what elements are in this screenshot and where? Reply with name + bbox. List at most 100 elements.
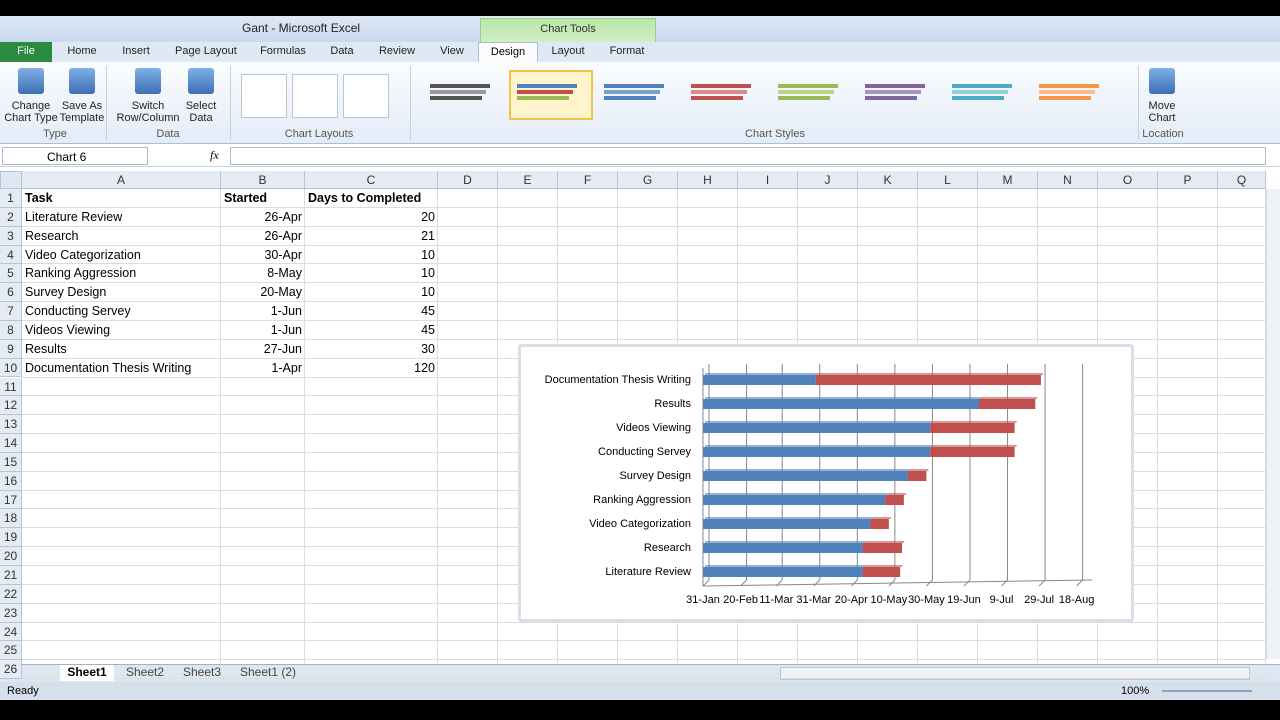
button-label[interactable]: Change bbox=[11, 100, 51, 112]
style-bar bbox=[1039, 96, 1091, 100]
context-label: Chart Tools bbox=[540, 23, 596, 35]
gridline-h bbox=[22, 244, 1266, 246]
horizontal-scrollbar[interactable] bbox=[780, 667, 1250, 680]
cell: 45 bbox=[421, 304, 435, 319]
button-icon[interactable] bbox=[69, 68, 95, 94]
group-separator bbox=[106, 66, 107, 140]
bar-segment bbox=[703, 543, 863, 553]
ribbon-tab[interactable]: Design bbox=[478, 42, 538, 62]
ribbon-tab[interactable]: Page Layout bbox=[175, 45, 237, 57]
button-label[interactable]: Chart bbox=[1148, 112, 1176, 124]
row-header: 3 bbox=[0, 226, 22, 246]
y-tick-label: Survey Design bbox=[619, 470, 691, 482]
gridline-h bbox=[22, 225, 1266, 227]
cell: 10 bbox=[421, 247, 435, 262]
layout-thumb[interactable] bbox=[343, 74, 389, 118]
x-tick-label: 19-Jun bbox=[947, 594, 981, 606]
tick-mark bbox=[702, 579, 710, 587]
bar-segment bbox=[907, 471, 927, 481]
ribbon-tab[interactable]: Insert bbox=[122, 45, 150, 57]
column-header: D bbox=[438, 171, 498, 189]
gridline-h bbox=[22, 621, 1266, 623]
style-thumb[interactable] bbox=[857, 70, 941, 120]
x-tick-label: 9-Jul bbox=[990, 594, 1014, 606]
button-label[interactable]: Switch bbox=[131, 100, 165, 112]
button-label[interactable]: Row/Column bbox=[116, 112, 180, 124]
ribbon-tab[interactable]: Layout bbox=[551, 45, 585, 57]
zoom-slider[interactable] bbox=[1162, 690, 1252, 692]
style-thumb[interactable] bbox=[683, 70, 767, 120]
button-icon[interactable] bbox=[135, 68, 161, 94]
style-thumb[interactable] bbox=[509, 70, 593, 120]
y-tick-label: Results bbox=[654, 398, 691, 410]
ribbon-tab[interactable]: Data bbox=[330, 45, 354, 57]
top-strip bbox=[0, 0, 1280, 16]
ribbon-tab[interactable]: File bbox=[0, 42, 52, 62]
select-all bbox=[0, 171, 22, 189]
button-icon[interactable] bbox=[18, 68, 44, 94]
cell: Videos Viewing bbox=[25, 322, 111, 337]
button-label[interactable]: Data bbox=[189, 112, 213, 124]
bottom-strip bbox=[0, 700, 1280, 720]
ribbon-tab[interactable]: View bbox=[440, 45, 464, 57]
fx-button[interactable]: fx bbox=[210, 148, 219, 162]
ribbon-tab[interactable]: Home bbox=[67, 45, 97, 57]
bar-segment bbox=[862, 567, 901, 577]
style-bar bbox=[865, 84, 925, 88]
style-bar bbox=[952, 84, 1012, 88]
x-tick-label: 20-Feb bbox=[723, 594, 758, 606]
style-thumb[interactable] bbox=[1031, 70, 1115, 120]
name-box[interactable]: Chart 6 bbox=[2, 147, 148, 165]
bar-segment bbox=[703, 567, 863, 577]
cell: 21 bbox=[421, 228, 435, 243]
formula-input[interactable] bbox=[230, 147, 1266, 165]
style-bar bbox=[517, 90, 573, 94]
bar-segment bbox=[930, 447, 1015, 457]
sheet-tab[interactable]: Sheet1 (2) bbox=[239, 665, 297, 679]
row-header: 8 bbox=[0, 320, 22, 340]
tab-bar bbox=[0, 42, 1280, 62]
style-thumb[interactable] bbox=[596, 70, 680, 120]
bar-top bbox=[872, 517, 891, 519]
row-header: 11 bbox=[0, 377, 22, 397]
column-header: C bbox=[305, 171, 438, 189]
sheet-tab[interactable]: Sheet3 bbox=[182, 665, 222, 679]
sheet-tab[interactable]: Sheet1 bbox=[60, 665, 114, 681]
group-label: Data bbox=[156, 128, 180, 140]
vertical-scrollbar[interactable] bbox=[1266, 189, 1280, 659]
bar-segment bbox=[862, 543, 903, 553]
button-label[interactable]: Save As bbox=[61, 100, 103, 112]
style-bar bbox=[952, 96, 1004, 100]
style-thumb[interactable] bbox=[944, 70, 1028, 120]
button-label[interactable]: Move bbox=[1148, 100, 1176, 112]
style-thumb[interactable] bbox=[422, 70, 506, 120]
sheet-tab[interactable]: Sheet2 bbox=[125, 665, 165, 679]
ribbon-tab[interactable]: Format bbox=[609, 45, 645, 57]
style-bar bbox=[865, 90, 921, 94]
style-bar bbox=[1039, 84, 1099, 88]
row-header: 23 bbox=[0, 603, 22, 623]
bar-top bbox=[980, 397, 1038, 399]
ribbon-tab[interactable]: Formulas bbox=[260, 45, 306, 57]
layout-thumb[interactable] bbox=[292, 74, 338, 118]
gridline-v bbox=[1217, 189, 1218, 664]
style-bar bbox=[778, 84, 838, 88]
row-header: 19 bbox=[0, 528, 22, 548]
bar-top bbox=[705, 421, 933, 423]
cell: Documentation Thesis Writing bbox=[25, 360, 192, 375]
group-label: Type bbox=[43, 128, 67, 140]
button-label[interactable]: Template bbox=[59, 112, 105, 124]
cell: Research bbox=[25, 228, 79, 243]
cell: 10 bbox=[421, 266, 435, 281]
style-bar bbox=[952, 90, 1008, 94]
cell: Task bbox=[25, 191, 53, 205]
button-icon[interactable] bbox=[1149, 68, 1175, 94]
style-thumb[interactable] bbox=[770, 70, 854, 120]
button-label[interactable]: Chart Type bbox=[4, 112, 58, 124]
zoom-level[interactable]: 100% bbox=[1121, 685, 1150, 697]
ribbon-tab[interactable]: Review bbox=[378, 45, 416, 57]
button-label[interactable]: Select bbox=[185, 100, 217, 112]
button-icon[interactable] bbox=[188, 68, 214, 94]
layout-thumb[interactable] bbox=[241, 74, 287, 118]
